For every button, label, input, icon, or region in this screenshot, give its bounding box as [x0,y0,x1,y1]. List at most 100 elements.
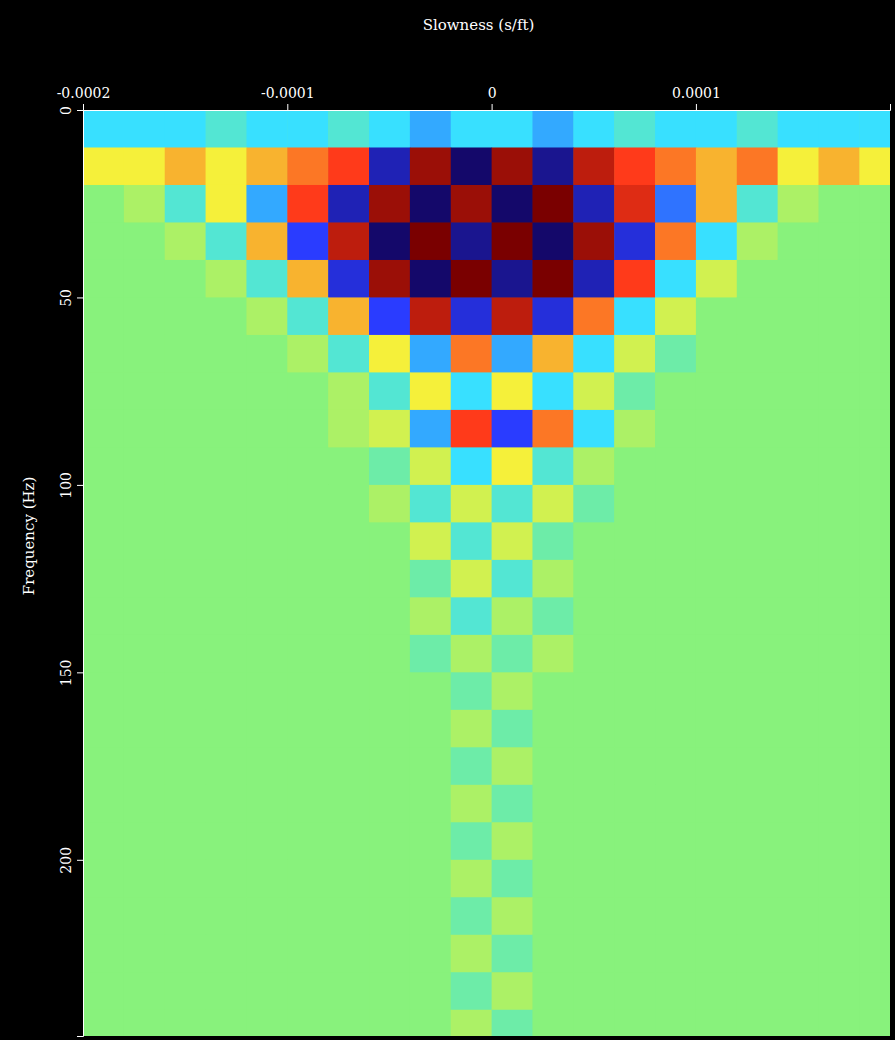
heatmap-cell [287,485,328,523]
heatmap-cell [818,297,859,335]
heatmap-cell [532,560,573,598]
heatmap-cell [165,710,206,748]
heatmap-cell [737,185,778,223]
heatmap-cell [165,410,206,448]
heatmap-cell [124,335,165,373]
heatmap-cell [737,710,778,748]
heatmap-cell [737,447,778,485]
heatmap-cell [859,297,890,335]
heatmap-cell [778,747,819,785]
heatmap-cell [328,935,369,973]
heatmap-cell [532,710,573,748]
heatmap-cell [532,410,573,448]
heatmap-cell [328,447,369,485]
heatmap-cell [532,897,573,935]
heatmap-cell [778,972,819,1010]
x-tick: 0.0001 [672,85,721,110]
heatmap-cell [532,822,573,860]
heatmap-cell [124,672,165,710]
heatmap-cell [492,672,533,710]
heatmap-cell [655,785,696,823]
heatmap-cell [287,710,328,748]
heatmap-cell [369,635,410,673]
heatmap-cell [287,935,328,973]
heatmap-cell [124,372,165,410]
heatmap-cell [451,560,492,598]
heatmap-cell [532,860,573,898]
heatmap-cell [696,147,737,185]
y-axis: 050100150200 [58,106,84,1036]
heatmap-cell [206,710,247,748]
heatmap-cell [451,522,492,560]
heatmap-cell [83,147,124,185]
heatmap-cell [818,597,859,635]
heatmap-cell [83,185,124,223]
heatmap-cell [614,672,655,710]
heatmap-cell [655,860,696,898]
heatmap-cell [614,260,655,298]
heatmap-cell [655,447,696,485]
heatmap-cell [369,185,410,223]
heatmap-cell [696,897,737,935]
heatmap-cell [492,410,533,448]
heatmap-cell [696,935,737,973]
heatmap-cell [614,785,655,823]
heatmap-cell [778,297,819,335]
heatmap-cell [492,485,533,523]
heatmap-cell [492,372,533,410]
heatmap-cell [614,222,655,260]
heatmap-cell [818,522,859,560]
heatmap-cell [696,785,737,823]
heatmap-cell [778,897,819,935]
heatmap-cell [124,185,165,223]
heatmap-cell [328,110,369,148]
heatmap-cell [328,335,369,373]
heatmap-cell [614,410,655,448]
heatmap-cell [573,747,614,785]
heatmap-cell [410,222,451,260]
heatmap-cell [655,1010,696,1036]
heatmap-cell [778,935,819,973]
heatmap-cell [614,297,655,335]
heatmap-cell [778,485,819,523]
heatmap-cell [532,972,573,1010]
heatmap-cell [83,372,124,410]
y-tick-label: 50 [58,289,74,307]
heatmap-cell [83,522,124,560]
heatmap-cell [206,860,247,898]
heatmap-cell [532,185,573,223]
heatmap-cell [328,897,369,935]
heatmap-cell [532,672,573,710]
heatmap-cell [165,372,206,410]
heatmap-cell [369,897,410,935]
heatmap-cell [369,672,410,710]
heatmap-cell [165,560,206,598]
heatmap-cell [410,485,451,523]
heatmap-cell [165,147,206,185]
heatmap-cell [124,1010,165,1036]
heatmap-cell [410,410,451,448]
x-tick: 0 [488,85,497,110]
heatmap-cell [818,260,859,298]
heatmap-cell [165,785,206,823]
heatmap-cell [573,222,614,260]
heatmap-cell [573,335,614,373]
heatmap-cell [451,597,492,635]
heatmap-cell [451,110,492,148]
heatmap-cell [614,110,655,148]
heatmap-cell [246,597,287,635]
heatmap-cell [246,935,287,973]
heatmap-cell [410,1010,451,1036]
heatmap-cell [859,672,890,710]
heatmap-cell [369,747,410,785]
heatmap-cell [696,672,737,710]
heatmap-cell [655,185,696,223]
heatmap-cell [451,185,492,223]
heatmap-cell [369,972,410,1010]
heatmap-cell [573,897,614,935]
heatmap-cell [778,672,819,710]
heatmap-cell [573,297,614,335]
heatmap-cell [287,410,328,448]
heatmap-cell [614,335,655,373]
heatmap-cell [246,672,287,710]
